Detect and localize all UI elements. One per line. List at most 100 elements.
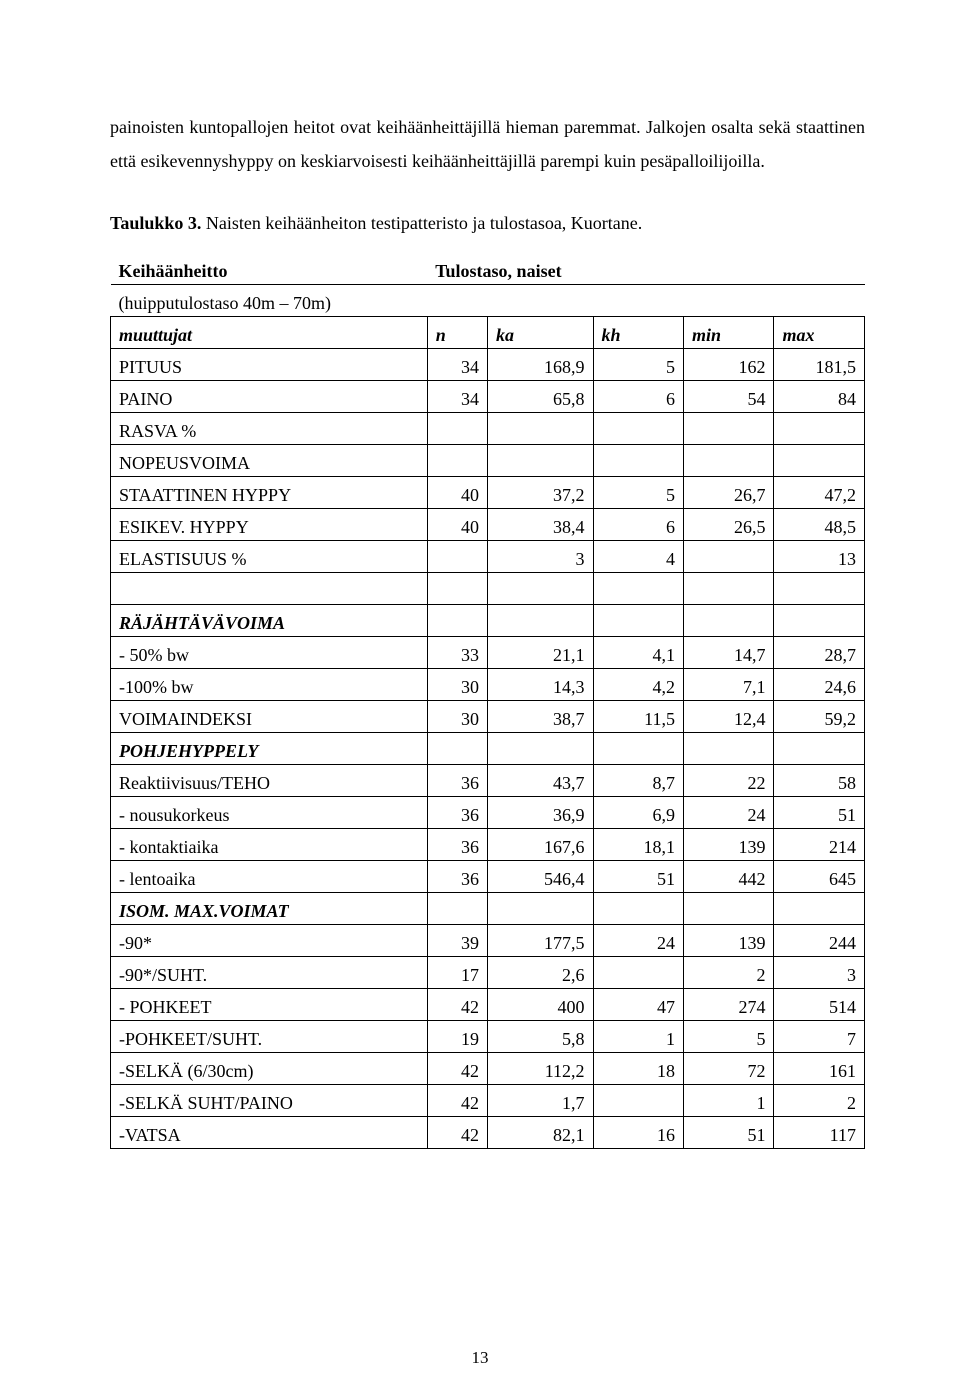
- cell-ka: [488, 892, 594, 924]
- cell-kh: 51: [593, 860, 683, 892]
- cell-n: [427, 732, 487, 764]
- cell-ka: 5,8: [488, 1020, 594, 1052]
- cell-ka: 43,7: [488, 764, 594, 796]
- table-row: - POHKEET4240047274514: [111, 988, 865, 1020]
- cell-label: NOPEUSVOIMA: [111, 444, 428, 476]
- cell-n: 34: [427, 348, 487, 380]
- cell-min: [684, 540, 774, 572]
- cell-label: - nousukorkeus: [111, 796, 428, 828]
- cell-ka: [488, 732, 594, 764]
- cell-min: 442: [684, 860, 774, 892]
- cell-max: 181,5: [774, 348, 865, 380]
- cell-kh: 8,7: [593, 764, 683, 796]
- cell-kh: [593, 956, 683, 988]
- cell-n: 42: [427, 988, 487, 1020]
- cell-min: 72: [684, 1052, 774, 1084]
- table-title-right: Tulostaso, naiset: [427, 253, 864, 285]
- cell-kh: [593, 572, 683, 604]
- cell-n: 33: [427, 636, 487, 668]
- table-caption-bold: Taulukko 3.: [110, 213, 201, 233]
- table-row: -POHKEET/SUHT.195,8157: [111, 1020, 865, 1052]
- table-row: RÄJÄHTÄVÄVOIMA: [111, 604, 865, 636]
- cell-n: 36: [427, 764, 487, 796]
- col-header-muuttujat: muuttujat: [111, 316, 428, 348]
- cell-max: 3: [774, 956, 865, 988]
- cell-n: [427, 540, 487, 572]
- cell-min: 51: [684, 1116, 774, 1148]
- cell-kh: [593, 444, 683, 476]
- cell-max: 47,2: [774, 476, 865, 508]
- cell-n: 36: [427, 828, 487, 860]
- cell-max: [774, 412, 865, 444]
- cell-ka: 400: [488, 988, 594, 1020]
- table-row: ESIKEV. HYPPY4038,4626,548,5: [111, 508, 865, 540]
- cell-min: [684, 572, 774, 604]
- cell-max: 117: [774, 1116, 865, 1148]
- cell-min: 26,7: [684, 476, 774, 508]
- cell-min: [684, 732, 774, 764]
- table-caption: Taulukko 3. Naisten keihäänheiton testip…: [110, 208, 865, 239]
- cell-max: [774, 732, 865, 764]
- cell-kh: 11,5: [593, 700, 683, 732]
- cell-ka: 38,7: [488, 700, 594, 732]
- col-header-ka: ka: [488, 316, 594, 348]
- cell-max: 59,2: [774, 700, 865, 732]
- table-body: PITUUS34168,95162181,5PAINO3465,865484RA…: [111, 348, 865, 1148]
- cell-min: [684, 892, 774, 924]
- cell-kh: 24: [593, 924, 683, 956]
- cell-max: 2: [774, 1084, 865, 1116]
- cell-min: 274: [684, 988, 774, 1020]
- cell-n: 39: [427, 924, 487, 956]
- cell-label: ISOM. MAX.VOIMAT: [111, 892, 428, 924]
- cell-label: - kontaktiaika: [111, 828, 428, 860]
- cell-min: 24: [684, 796, 774, 828]
- cell-kh: 5: [593, 476, 683, 508]
- cell-n: 42: [427, 1052, 487, 1084]
- cell-label: - 50% bw: [111, 636, 428, 668]
- cell-ka: 36,9: [488, 796, 594, 828]
- cell-min: [684, 412, 774, 444]
- cell-ka: 168,9: [488, 348, 594, 380]
- table-row: -90*/SUHT.172,623: [111, 956, 865, 988]
- cell-ka: 65,8: [488, 380, 594, 412]
- cell-kh: [593, 412, 683, 444]
- cell-max: 24,6: [774, 668, 865, 700]
- cell-ka: 112,2: [488, 1052, 594, 1084]
- cell-max: [774, 604, 865, 636]
- cell-max: 58: [774, 764, 865, 796]
- cell-max: 13: [774, 540, 865, 572]
- cell-max: 645: [774, 860, 865, 892]
- cell-max: 48,5: [774, 508, 865, 540]
- cell-min: 22: [684, 764, 774, 796]
- cell-label: POHJEHYPPELY: [111, 732, 428, 764]
- cell-n: [427, 572, 487, 604]
- cell-ka: 21,1: [488, 636, 594, 668]
- col-header-max: max: [774, 316, 865, 348]
- cell-n: 42: [427, 1084, 487, 1116]
- table-row: PAINO3465,865484: [111, 380, 865, 412]
- cell-ka: [488, 412, 594, 444]
- cell-kh: 6: [593, 380, 683, 412]
- cell-ka: 177,5: [488, 924, 594, 956]
- cell-label: - POHKEET: [111, 988, 428, 1020]
- cell-max: 244: [774, 924, 865, 956]
- cell-ka: 14,3: [488, 668, 594, 700]
- cell-kh: [593, 732, 683, 764]
- cell-n: 17: [427, 956, 487, 988]
- cell-max: [774, 444, 865, 476]
- cell-max: 51: [774, 796, 865, 828]
- cell-n: 30: [427, 668, 487, 700]
- table-row: - nousukorkeus3636,96,92451: [111, 796, 865, 828]
- cell-n: [427, 444, 487, 476]
- cell-kh: 5: [593, 348, 683, 380]
- cell-label: -100% bw: [111, 668, 428, 700]
- cell-label: -SELKÄ (6/30cm): [111, 1052, 428, 1084]
- cell-label: PITUUS: [111, 348, 428, 380]
- cell-kh: [593, 604, 683, 636]
- cell-kh: 47: [593, 988, 683, 1020]
- cell-kh: 6: [593, 508, 683, 540]
- table-title-left: Keihäänheitto: [111, 253, 428, 285]
- cell-label: ELASTISUUS %: [111, 540, 428, 572]
- cell-max: 161: [774, 1052, 865, 1084]
- cell-ka: [488, 604, 594, 636]
